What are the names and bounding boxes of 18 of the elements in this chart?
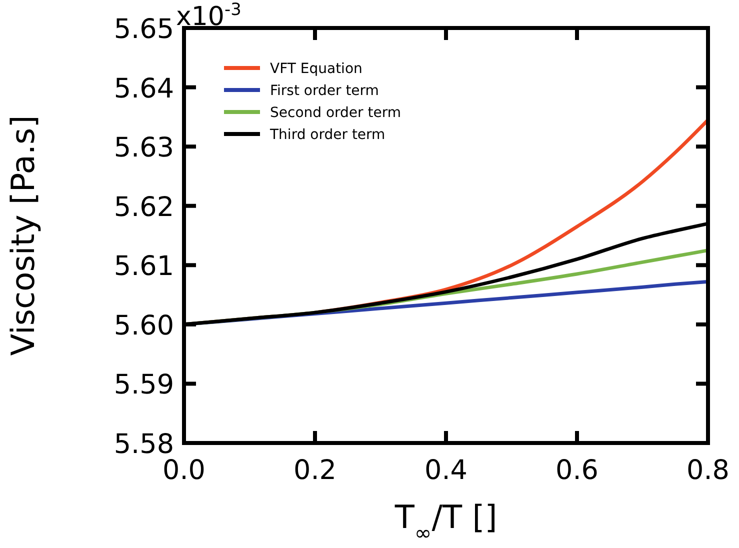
y-axis-title: Viscosity [Pa.s] [4, 115, 42, 356]
x-tick-label: 0.6 [556, 455, 598, 486]
legend-label: First order term [270, 83, 379, 99]
y-tick-label: 5.60 [114, 310, 174, 342]
y-tick-label: 5.59 [114, 370, 174, 401]
y-tick-label: 5.64 [114, 73, 174, 104]
y-tick-label: 5.63 [114, 132, 174, 164]
y-tick-label: 5.65 [114, 14, 174, 45]
legend-label: Third order term [269, 127, 386, 143]
x-tick-label: 0.4 [424, 455, 468, 486]
y-tick-label: 5.61 [114, 251, 174, 282]
annotation: x10$^{-3}$ [176, 0, 242, 32]
x-tick-label: 0.2 [294, 455, 336, 486]
y-tick-label: 5.62 [114, 192, 174, 223]
legend-label: VFT Equation [270, 61, 362, 77]
x-axis-title: T$_{∞}$/T [] [394, 498, 498, 545]
legend-label: Second order term [270, 105, 402, 121]
x-tick-label: 0.8 [686, 455, 730, 486]
